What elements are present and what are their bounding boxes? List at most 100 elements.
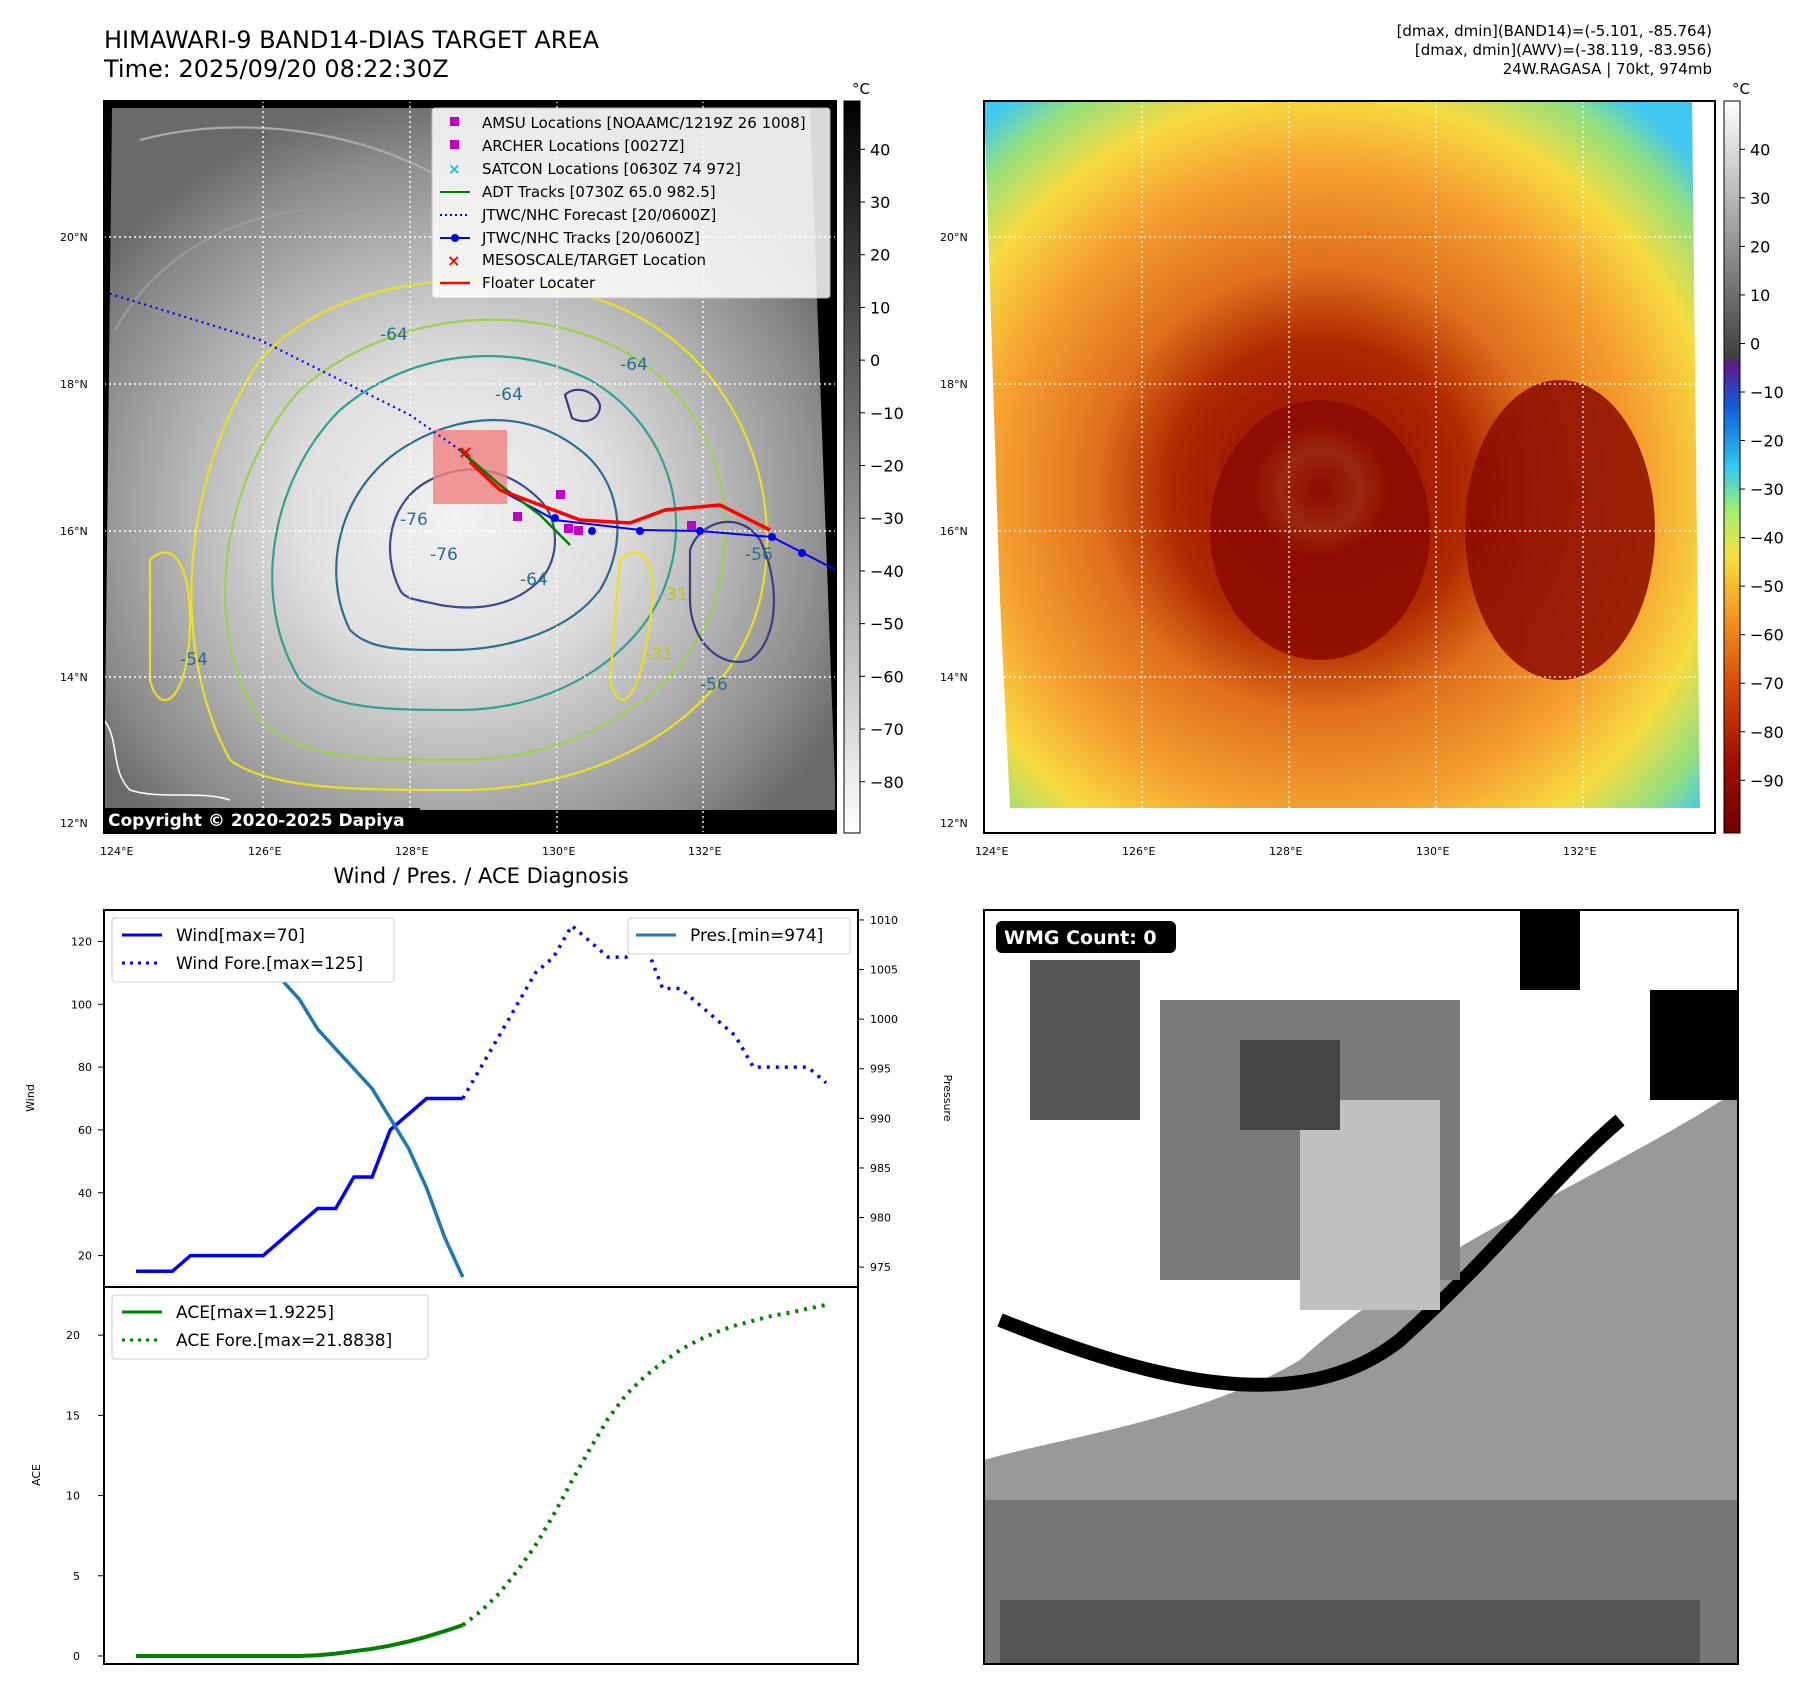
lat-label: 16°N bbox=[940, 525, 968, 538]
colorbar-tick-label: 10 bbox=[1750, 286, 1770, 305]
legend-marker-satcon: × bbox=[448, 160, 461, 178]
colorbar-tick-label: −60 bbox=[870, 667, 904, 686]
contour-label: -31 bbox=[660, 585, 688, 605]
lat-label: 18°N bbox=[60, 378, 88, 391]
legend-marker-amsu bbox=[450, 117, 459, 126]
y-tick-label: 0 bbox=[73, 1650, 80, 1663]
stats-line-3: 24W.RAGASA | 70kt, 974mb bbox=[1502, 60, 1712, 78]
contour-label: -64 bbox=[380, 325, 408, 345]
contour-label: -76 bbox=[430, 545, 458, 565]
legend-item: AMSU Locations [NOAAMC/1219Z 26 1008] bbox=[482, 114, 806, 132]
colorbar-tick-label: 30 bbox=[870, 193, 890, 212]
map-legend: AMSU Locations [NOAAMC/1219Z 26 1008] AR… bbox=[431, 107, 831, 299]
y2-tick-label: 975 bbox=[870, 1261, 891, 1274]
colorbar-tick-label: 20 bbox=[870, 246, 890, 265]
legend-item: MESOSCALE/TARGET Location bbox=[482, 251, 706, 269]
ir-color-map bbox=[983, 100, 1716, 834]
y2-tick-label: 995 bbox=[870, 1063, 891, 1076]
ace-chart: 0 5 10 15 20 ACE ACE[max=1.9225] ACE Fore.[m… bbox=[30, 1286, 859, 1665]
stats-line-1: [dmax, dmin](BAND14)=(-5.101, -85.764) bbox=[1396, 22, 1712, 40]
legend-item: Floater Locater bbox=[482, 274, 596, 292]
colorbar-unit: °C bbox=[1732, 80, 1750, 98]
ace-axis-label: ACE bbox=[30, 1464, 43, 1486]
lat-label: 18°N bbox=[940, 378, 968, 391]
lon-label: 130°E bbox=[1416, 845, 1449, 858]
legend-marker-archer bbox=[450, 140, 459, 149]
colorbar-tick-label: −30 bbox=[1750, 480, 1784, 499]
svg-text:×: × bbox=[458, 442, 473, 463]
contour-label: -31 bbox=[645, 645, 673, 665]
legend-ace-fore: ACE Fore.[max=21.8838] bbox=[176, 1331, 392, 1351]
colorbar-tick-label: 40 bbox=[870, 140, 890, 159]
y-tick-label: 40 bbox=[78, 1187, 92, 1200]
lon-label: 128°E bbox=[395, 845, 428, 858]
lat-label: 12°N bbox=[940, 817, 968, 830]
colorbar-tick-label: −10 bbox=[1750, 383, 1784, 402]
y2-tick-label: 1005 bbox=[870, 964, 898, 977]
series-line bbox=[136, 1623, 464, 1658]
colorbar-tick-label: −70 bbox=[1750, 674, 1784, 693]
title-line-2: Time: 2025/09/20 08:22:30Z bbox=[104, 55, 449, 83]
lat-label: 14°N bbox=[940, 671, 968, 684]
legend-item: JTWC/NHC Tracks [20/0600Z] bbox=[481, 229, 700, 247]
colorbar-tick-label: −30 bbox=[870, 509, 904, 528]
lon-label: 124°E bbox=[100, 845, 133, 858]
lat-label: 20°N bbox=[940, 231, 968, 244]
legend-item: JTWC/NHC Forecast [20/0600Z] bbox=[481, 206, 716, 224]
colorbar-color: °C 40 30 20 10 0 −10 −20 −30 −40 −50 −60 −70 −80 −90 bbox=[1723, 80, 1784, 834]
y-tick-label: 120 bbox=[71, 935, 92, 948]
legend-marker-target: × bbox=[447, 251, 460, 270]
title-line-1: HIMAWARI-9 BAND14-DIAS TARGET AREA bbox=[104, 26, 600, 54]
y-tick-label: 5 bbox=[73, 1570, 80, 1583]
y2-tick-label: 990 bbox=[870, 1112, 891, 1125]
colorbar-tick-label: −80 bbox=[870, 773, 904, 792]
colorbar-tick-label: −20 bbox=[870, 457, 904, 476]
lat-label: 14°N bbox=[60, 671, 88, 684]
chart-title: HIMAWARI-9 BAND14-DIAS TARGET AREA Time: … bbox=[104, 26, 599, 84]
y-tick-label: 10 bbox=[66, 1490, 80, 1503]
copyright-box bbox=[104, 808, 420, 833]
series-line bbox=[461, 1302, 827, 1627]
lon-label: 126°E bbox=[248, 845, 281, 858]
colorbar-tick-label: 30 bbox=[1750, 189, 1770, 208]
colorbar-tick-label: −50 bbox=[870, 615, 904, 634]
stats-header: [dmax, dmin](BAND14)=(-5.101, -85.764) [… bbox=[1397, 22, 1712, 79]
colorbar-tick-label: 10 bbox=[870, 298, 890, 317]
legend-pres: Pres.[min=974] bbox=[690, 926, 823, 946]
wmg-panel: WMG Count: 0 bbox=[983, 909, 1739, 1665]
contour-label: -56 bbox=[700, 675, 728, 695]
y2-tick-label: 985 bbox=[870, 1162, 891, 1175]
legend-item: SATCON Locations [0630Z 74 972] bbox=[482, 160, 741, 178]
lat-label: 16°N bbox=[60, 525, 88, 538]
colorbar-grayscale: °C 40 30 20 10 0 −10 −20 −30 −40 −50 −60 −70 −80 bbox=[843, 80, 904, 834]
legend-wind-fore: Wind Fore.[max=125] bbox=[176, 954, 363, 974]
colorbar-tick-label: −40 bbox=[1750, 529, 1784, 548]
lat-label: 12°N bbox=[60, 817, 88, 830]
colorbar-tick-label: −40 bbox=[870, 562, 904, 581]
copyright-text: Copyright © 2020-2025 Dapiya bbox=[108, 811, 405, 831]
contour-label: -56 bbox=[745, 545, 773, 565]
colorbar-tick-label: 0 bbox=[870, 351, 880, 370]
lat-label: 20°N bbox=[60, 231, 88, 244]
legend-wind: Wind[max=70] bbox=[176, 926, 305, 946]
y-tick-label: 80 bbox=[78, 1061, 92, 1074]
lon-label: 124°E bbox=[975, 845, 1008, 858]
y-tick-label: 60 bbox=[78, 1124, 92, 1137]
legend-item: ARCHER Locations [0027Z] bbox=[482, 137, 685, 155]
contour-label: -64 bbox=[520, 570, 548, 590]
y-tick-label: 100 bbox=[71, 998, 92, 1011]
colorbar-tick-label: −80 bbox=[1750, 723, 1784, 742]
wmg-count-label: WMG Count: 0 bbox=[1004, 927, 1157, 949]
y2-tick-label: 1010 bbox=[870, 914, 898, 927]
colorbar-tick-label: −90 bbox=[1750, 771, 1784, 790]
lon-label: 132°E bbox=[1563, 845, 1596, 858]
y-tick-label: 20 bbox=[66, 1329, 80, 1342]
wind-pressure-chart: 20 40 60 80 100 120 975 980 985 990 995 1000 1005 10… bbox=[24, 909, 954, 1288]
diagnosis-title: Wind / Pres. / ACE Diagnosis bbox=[333, 864, 629, 888]
colorbar-tick-label: 0 bbox=[1750, 334, 1760, 353]
lon-label: 132°E bbox=[688, 845, 721, 858]
colorbar-tick-label: −60 bbox=[1750, 626, 1784, 645]
lon-label: 128°E bbox=[1269, 845, 1302, 858]
wind-axis-label: Wind bbox=[24, 1084, 37, 1112]
